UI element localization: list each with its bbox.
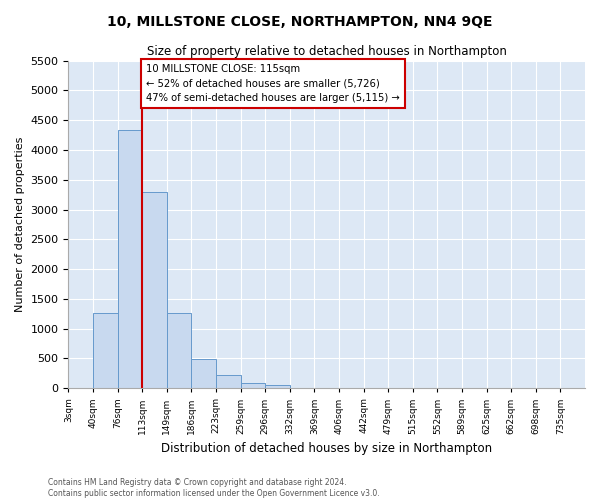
Bar [93, 313, 118, 388]
Bar [142, 192, 167, 388]
Text: 10, MILLSTONE CLOSE, NORTHAMPTON, NN4 9QE: 10, MILLSTONE CLOSE, NORTHAMPTON, NN4 9Q… [107, 15, 493, 29]
Bar [265, 385, 290, 388]
Y-axis label: Number of detached properties: Number of detached properties [15, 136, 25, 312]
Bar [241, 383, 265, 388]
Title: Size of property relative to detached houses in Northampton: Size of property relative to detached ho… [147, 45, 506, 58]
Text: Contains HM Land Registry data © Crown copyright and database right 2024.
Contai: Contains HM Land Registry data © Crown c… [48, 478, 380, 498]
Bar [191, 359, 216, 388]
X-axis label: Distribution of detached houses by size in Northampton: Distribution of detached houses by size … [161, 442, 492, 455]
Text: 10 MILLSTONE CLOSE: 115sqm
← 52% of detached houses are smaller (5,726)
47% of s: 10 MILLSTONE CLOSE: 115sqm ← 52% of deta… [146, 64, 400, 103]
Bar [118, 130, 142, 388]
Bar [216, 375, 241, 388]
Bar [167, 313, 191, 388]
